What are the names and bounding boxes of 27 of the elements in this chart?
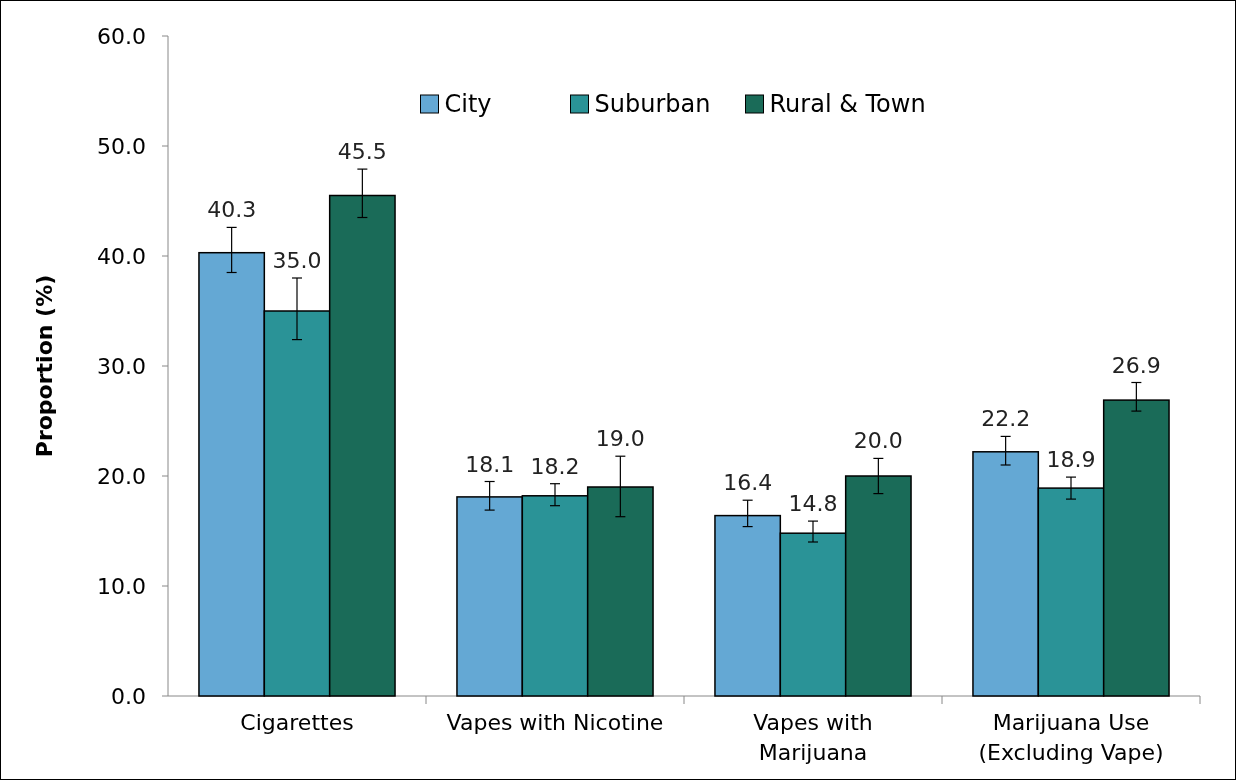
data-label: 35.0 <box>272 248 322 273</box>
x-tick-label: Vapes with Marijuana <box>753 710 873 765</box>
data-label: 19.0 <box>595 426 645 452</box>
data-label: 20.0 <box>853 428 903 454</box>
data-label: 18.9 <box>1046 447 1096 473</box>
y-tick-label: 30.0 <box>97 353 146 379</box>
data-label: 14.8 <box>788 491 838 517</box>
y-tick-label: 20.0 <box>97 463 146 489</box>
data-label: 18.1 <box>465 451 515 477</box>
y-tick-label: 10.0 <box>97 573 146 599</box>
legend-label: City <box>444 90 492 119</box>
data-label: 40.3 <box>207 197 257 223</box>
x-tick-label: Vapes with Nicotine <box>446 710 664 735</box>
data-label: 26.9 <box>1111 352 1161 378</box>
legend-label: Rural & Town <box>769 90 926 119</box>
x-tick-label: Cigarettes <box>240 710 354 735</box>
y-tick-label: 40.0 <box>97 243 146 269</box>
y-axis-title: Proportion (%) <box>32 274 57 458</box>
x-tick-label: Marijuana Use (Excluding Vape) <box>978 710 1164 765</box>
data-label: 22.2 <box>981 406 1031 432</box>
data-label: 45.5 <box>337 139 387 165</box>
y-tick-label: 60.0 <box>97 23 146 49</box>
y-tick-label: 50.0 <box>97 133 146 159</box>
legend-label: Suburban <box>594 90 711 119</box>
data-label: 18.2 <box>530 453 580 479</box>
data-label: 16.4 <box>723 470 773 496</box>
y-tick-label: 0.0 <box>111 683 146 709</box>
